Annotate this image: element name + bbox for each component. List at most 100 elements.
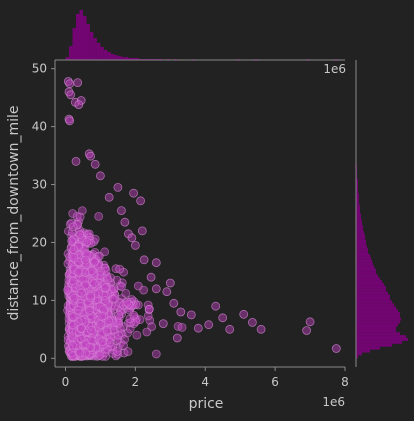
y-marginal-bar: [356, 271, 376, 275]
y-marginal-bar: [356, 340, 402, 344]
y-marginal-bar: [356, 335, 406, 338]
x-marginal-bar: [114, 55, 118, 60]
data-point: [75, 212, 85, 222]
y-marginal-bar: [356, 254, 370, 257]
data-point: [71, 156, 81, 166]
data-point: [81, 339, 90, 349]
data-point: [68, 222, 78, 232]
data-point: [121, 288, 131, 298]
x-marginal-bar: [107, 52, 111, 60]
y-tick-label: 20: [32, 235, 47, 249]
y-marginal-bar: [356, 277, 380, 281]
y-marginal-bar: [356, 265, 374, 269]
data-point: [117, 206, 126, 216]
y-marginal-bar: [356, 329, 396, 333]
y-marginal-bar: [356, 210, 360, 214]
x-offset-label: 1e6: [322, 395, 345, 409]
x-marginal-bar: [79, 10, 83, 60]
data-point: [193, 323, 203, 333]
data-point: [90, 159, 100, 169]
y-marginal-bar: [356, 193, 359, 197]
data-point: [122, 297, 132, 307]
y-marginal-bar: [356, 314, 400, 318]
data-point: [169, 298, 179, 308]
y-marginal-bar: [356, 343, 392, 347]
data-point: [204, 320, 214, 330]
y-marginal-bar: [356, 213, 361, 217]
data-point: [73, 267, 83, 277]
data-point: [75, 348, 85, 358]
x-marginal-bar: [93, 38, 97, 60]
x-marginal-bar: [65, 57, 69, 60]
y-marginal-bar: [356, 236, 365, 240]
y-tick-label: 0: [39, 351, 47, 365]
data-point: [176, 307, 186, 317]
data-point: [87, 325, 96, 335]
x-marginal-bar: [117, 56, 122, 60]
data-point: [177, 322, 187, 332]
y-marginal-bar: [356, 332, 400, 336]
y-marginal-bar: [356, 259, 372, 263]
data-point: [136, 196, 146, 206]
x-tick-label: 0: [62, 375, 70, 389]
data-point: [158, 319, 168, 329]
y-marginal-bar: [356, 228, 363, 231]
data-point: [225, 324, 235, 334]
data-point: [123, 347, 133, 357]
data-point: [151, 349, 161, 359]
data-point: [137, 226, 147, 236]
y-marginal-bar: [356, 245, 367, 249]
data-point: [69, 245, 79, 255]
data-point: [305, 317, 315, 327]
data-point: [151, 258, 161, 268]
data-point: [104, 192, 114, 202]
y-marginal-bar: [356, 262, 373, 266]
data-point: [96, 171, 105, 181]
y-marginal-bar: [356, 306, 396, 310]
x-marginal-bar: [103, 50, 108, 60]
data-point: [86, 151, 95, 161]
data-point: [68, 341, 77, 351]
y-marginal-bar: [356, 216, 361, 220]
data-point: [69, 253, 79, 263]
data-point: [172, 333, 182, 343]
data-point: [165, 278, 175, 288]
x-marginal-bar: [110, 54, 115, 60]
x-marginal-bar: [135, 58, 139, 60]
y-marginal-bar: [356, 196, 359, 199]
data-point: [331, 344, 341, 353]
x-tick-label: 8: [341, 375, 349, 389]
y-marginal-bar: [356, 190, 358, 194]
y-marginal-bar: [356, 294, 390, 298]
x-marginal-bar: [76, 14, 80, 60]
y-marginal-bar: [356, 297, 390, 301]
data-point: [86, 291, 95, 301]
y-marginal-bar: [356, 204, 360, 208]
y-tick-label: 50: [32, 62, 47, 76]
y-marginal-histogram: [356, 164, 408, 359]
y-marginal-bar: [356, 248, 368, 252]
y-marginal-bar: [356, 349, 370, 353]
y-tick-label: 10: [32, 293, 47, 307]
data-point: [129, 188, 139, 198]
y-marginal-bar: [356, 184, 358, 188]
x-marginal-bar: [72, 28, 76, 60]
y-marginal-bar: [356, 230, 364, 234]
data-point: [67, 332, 77, 342]
x-tick-label: 4: [201, 375, 209, 389]
data-point: [85, 305, 94, 315]
y-marginal-bar: [356, 181, 358, 185]
data-point: [108, 348, 117, 358]
y-marginal-bar: [356, 300, 392, 304]
y-marginal-bar: [356, 239, 366, 243]
data-point: [127, 233, 137, 243]
data-point: [143, 311, 153, 321]
scatter-points: [63, 77, 341, 361]
data-point: [77, 323, 86, 333]
data-point: [120, 217, 130, 227]
data-point: [103, 275, 113, 285]
y-marginal-bar: [356, 312, 400, 315]
x-marginal-bar: [121, 57, 125, 60]
data-point: [247, 317, 257, 327]
